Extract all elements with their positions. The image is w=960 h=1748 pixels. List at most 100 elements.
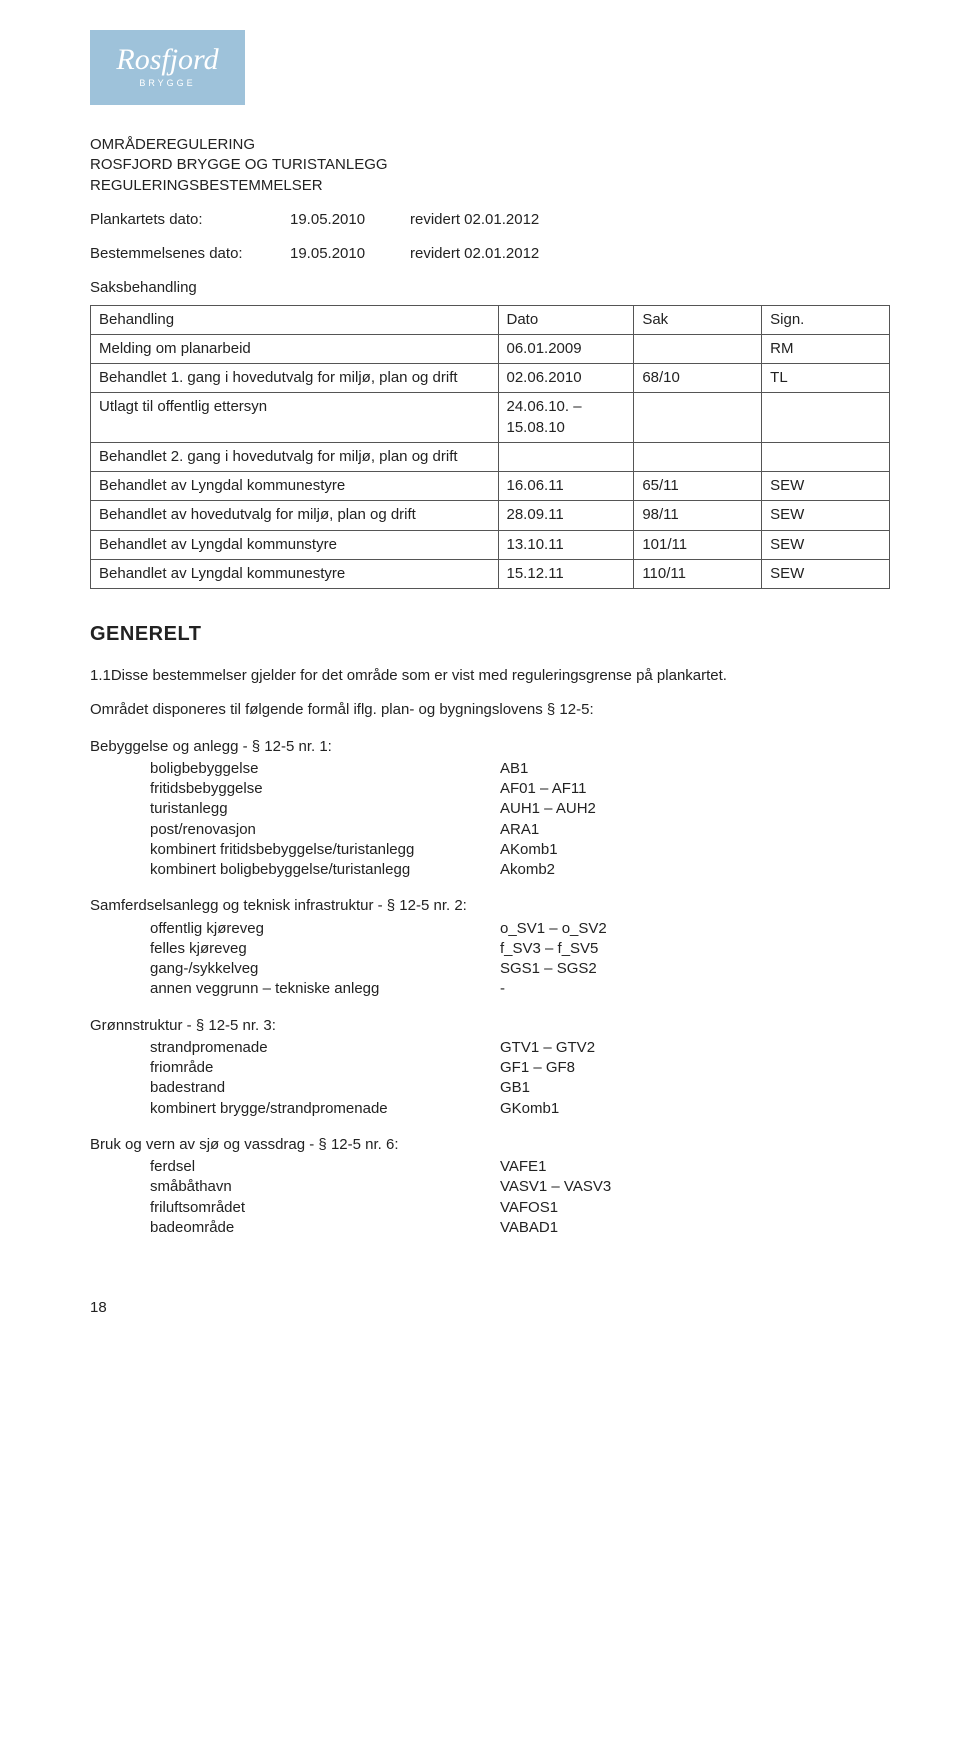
table-row: Behandlet 2. gang i hovedutvalg for milj… <box>91 442 890 471</box>
list-item: gang-/sykkelvegSGS1 – SGS2 <box>150 959 890 979</box>
dates-row: Bestemmelsenes dato: 19.05.2010 revidert… <box>90 244 890 264</box>
list-item: ferdselVAFE1 <box>150 1157 890 1177</box>
table-cell: Behandlet 1. gang i hovedutvalg for milj… <box>91 364 499 393</box>
table-row: Behandlet 1. gang i hovedutvalg for milj… <box>91 364 890 393</box>
list-value: f_SV3 – f_SV5 <box>500 939 598 959</box>
list-key: småbåthavn <box>150 1177 500 1197</box>
list-key: annen veggrunn – tekniske anlegg <box>150 979 500 999</box>
generelt-heading: GENERELT <box>90 621 890 648</box>
table-cell <box>762 393 890 443</box>
logo-sub: BRYGGE <box>139 77 195 89</box>
list-key: kombinert boligbebyggelse/turistanlegg <box>150 860 500 880</box>
table-row: Behandlet av Lyngdal kommunestyre15.12.1… <box>91 559 890 588</box>
list-item: felles kjørevegf_SV3 – f_SV5 <box>150 939 890 959</box>
header-line-2: ROSFJORD BRYGGE OG TURISTANLEGG <box>90 155 890 175</box>
table-cell <box>634 393 762 443</box>
section-title: Bebyggelse og anlegg - § 12-5 nr. 1: <box>90 737 890 757</box>
table-cell: Melding om planarbeid <box>91 334 499 363</box>
table-cell: 101/11 <box>634 530 762 559</box>
list-value: o_SV1 – o_SV2 <box>500 919 607 939</box>
list-key: felles kjøreveg <box>150 939 500 959</box>
list-key: friluftsområdet <box>150 1198 500 1218</box>
list-item: badeområdeVABAD1 <box>150 1218 890 1238</box>
list-key: friområde <box>150 1058 500 1078</box>
list-value: GTV1 – GTV2 <box>500 1038 595 1058</box>
list-value: GB1 <box>500 1078 530 1098</box>
list-value: - <box>500 979 505 999</box>
table-cell: 13.10.11 <box>498 530 634 559</box>
list-item: friområdeGF1 – GF8 <box>150 1058 890 1078</box>
table-cell: SEW <box>762 501 890 530</box>
dates-row: Plankartets dato: 19.05.2010 revidert 02… <box>90 210 890 230</box>
list-key: offentlig kjøreveg <box>150 919 500 939</box>
list-value: Akomb2 <box>500 860 555 880</box>
list-item: boligbebyggelseAB1 <box>150 759 890 779</box>
list-item: kombinert fritidsbebyggelse/turistanlegg… <box>150 840 890 860</box>
list-value: VASV1 – VASV3 <box>500 1177 611 1197</box>
table-cell <box>762 442 890 471</box>
date-value: 19.05.2010 <box>290 210 410 230</box>
table-cell: TL <box>762 364 890 393</box>
kv-list: boligbebyggelseAB1fritidsbebyggelseAF01 … <box>90 759 890 881</box>
list-value: GKomb1 <box>500 1099 559 1119</box>
list-item: strandpromenadeGTV1 – GTV2 <box>150 1038 890 1058</box>
table-cell: Behandlet av Lyngdal kommunstyre <box>91 530 499 559</box>
paragraph: 1.1Disse bestemmelser gjelder for det om… <box>90 666 890 686</box>
list-item: turistanleggAUH1 – AUH2 <box>150 799 890 819</box>
list-key: badestrand <box>150 1078 500 1098</box>
section-title: Grønnstruktur - § 12-5 nr. 3: <box>90 1016 890 1036</box>
list-item: fritidsbebyggelseAF01 – AF11 <box>150 779 890 799</box>
table-cell <box>634 334 762 363</box>
table-cell: Behandlet av Lyngdal kommunestyre <box>91 559 499 588</box>
table-cell: SEW <box>762 530 890 559</box>
list-item: småbåthavnVASV1 – VASV3 <box>150 1177 890 1197</box>
table-cell: 68/10 <box>634 364 762 393</box>
list-value: SGS1 – SGS2 <box>500 959 597 979</box>
document-header: OMRÅDEREGULERING ROSFJORD BRYGGE OG TURI… <box>90 135 890 196</box>
table-cell: Behandlet av Lyngdal kommunestyre <box>91 472 499 501</box>
table-cell <box>498 442 634 471</box>
dates-block: Plankartets dato: 19.05.2010 revidert 02… <box>90 210 890 265</box>
table-row: Utlagt til offentlig ettersyn24.06.10. –… <box>91 393 890 443</box>
header-line-3: REGULERINGSBESTEMMELSER <box>90 176 890 196</box>
date-label: Bestemmelsenes dato: <box>90 244 290 264</box>
table-cell: Behandlet 2. gang i hovedutvalg for milj… <box>91 442 499 471</box>
date-label: Plankartets dato: <box>90 210 290 230</box>
paragraph: Området disponeres til følgende formål i… <box>90 700 890 720</box>
list-key: badeområde <box>150 1218 500 1238</box>
kv-list: ferdselVAFE1småbåthavnVASV1 – VASV3frilu… <box>90 1157 890 1238</box>
table-cell: 02.06.2010 <box>498 364 634 393</box>
list-key: turistanlegg <box>150 799 500 819</box>
list-value: ARA1 <box>500 820 539 840</box>
table-cell: 110/11 <box>634 559 762 588</box>
list-item: kombinert brygge/strandpromenadeGKomb1 <box>150 1099 890 1119</box>
list-item: badestrandGB1 <box>150 1078 890 1098</box>
list-value: AKomb1 <box>500 840 558 860</box>
logo: Rosfjord BRYGGE <box>90 30 245 105</box>
table-row: Behandlet av Lyngdal kommunestyre16.06.1… <box>91 472 890 501</box>
list-value: GF1 – GF8 <box>500 1058 575 1078</box>
list-item: offentlig kjørevego_SV1 – o_SV2 <box>150 919 890 939</box>
list-value: AUH1 – AUH2 <box>500 799 596 819</box>
table-row: Behandlet av hovedutvalg for miljø, plan… <box>91 501 890 530</box>
table-row: Behandlet av Lyngdal kommunstyre13.10.11… <box>91 530 890 559</box>
kv-list: strandpromenadeGTV1 – GTV2friområdeGF1 –… <box>90 1038 890 1119</box>
table-cell: Utlagt til offentlig ettersyn <box>91 393 499 443</box>
list-item: kombinert boligbebyggelse/turistanleggAk… <box>150 860 890 880</box>
table-cell: 24.06.10. – 15.08.10 <box>498 393 634 443</box>
col-sak: Sak <box>634 305 762 334</box>
table-cell: Behandlet av hovedutvalg for miljø, plan… <box>91 501 499 530</box>
page-number: 18 <box>90 1298 890 1318</box>
table-cell <box>634 442 762 471</box>
list-value: VAFOS1 <box>500 1198 558 1218</box>
list-key: kombinert fritidsbebyggelse/turistanlegg <box>150 840 500 860</box>
list-item: annen veggrunn – tekniske anlegg- <box>150 979 890 999</box>
table-cell: 98/11 <box>634 501 762 530</box>
list-key: post/renovasjon <box>150 820 500 840</box>
table-row: Melding om planarbeid06.01.2009RM <box>91 334 890 363</box>
list-key: ferdsel <box>150 1157 500 1177</box>
list-item: friluftsområdetVAFOS1 <box>150 1198 890 1218</box>
table-cell: 16.06.11 <box>498 472 634 501</box>
list-value: AF01 – AF11 <box>500 779 586 799</box>
table-cell: 65/11 <box>634 472 762 501</box>
